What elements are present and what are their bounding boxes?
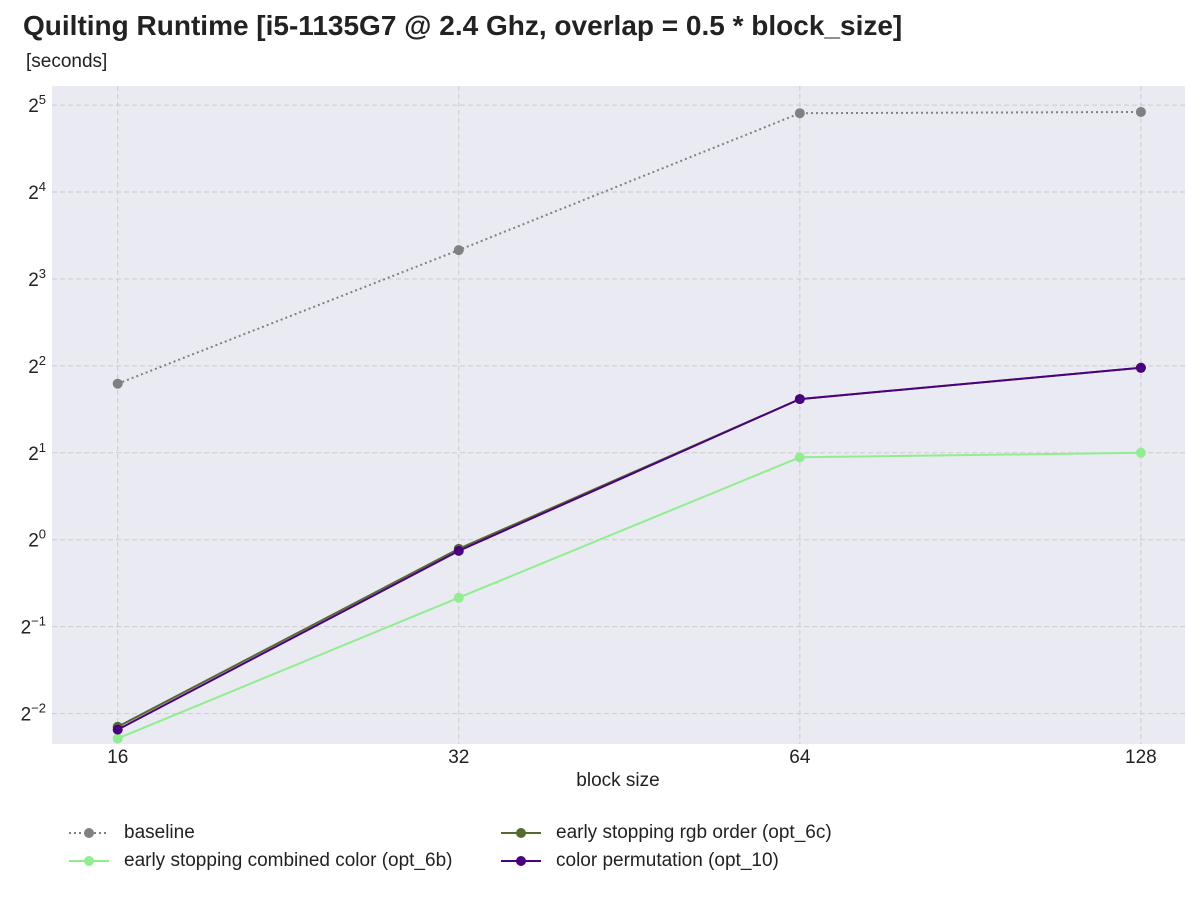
- series-line: [117, 451, 1141, 740]
- y-tick-label: 2−1: [21, 614, 46, 639]
- y-tick-labels: 25 24 23 22 21 20 2−1 2−2: [21, 92, 46, 725]
- data-point: [112, 724, 123, 735]
- data-point: [112, 733, 123, 744]
- legend-label: early stopping combined color (opt_6b): [124, 850, 453, 871]
- x-tick-label: 16: [107, 747, 128, 768]
- series-lines: [112, 106, 1146, 744]
- plot-area: [52, 86, 1185, 744]
- data-point: [794, 108, 805, 119]
- y-tick-label: 21: [28, 440, 46, 465]
- x-tick-labels: 16 32 64 128: [107, 747, 1157, 768]
- series-1: [112, 447, 1146, 744]
- chart-plot: 25 24 23 22 21 20 2−1 2−2 16 32 64 128 block size: [21, 86, 1185, 791]
- y-tick-label: 2−2: [21, 701, 46, 726]
- legend-item-opt-6b: early stopping combined color (opt_6b): [68, 850, 452, 872]
- data-point: [1135, 106, 1146, 117]
- y-tick-label: 24: [28, 179, 46, 204]
- legend-swatch-opt-6c: [501, 828, 541, 838]
- x-tick-label: 64: [789, 747, 811, 768]
- legend-label: baseline: [124, 822, 195, 843]
- series-line: [117, 110, 1141, 385]
- chart-title: Quilting Runtime [i5-1135G7 @ 2.4 Ghz, o…: [23, 10, 903, 41]
- y-tick-label: 20: [28, 527, 46, 552]
- legend-label: color permutation (opt_10): [556, 850, 779, 871]
- x-tick-label: 32: [448, 747, 469, 768]
- series-line: [117, 366, 1142, 731]
- legend-swatch-baseline: [69, 828, 109, 838]
- legend: baseline early stopping combined color (…: [68, 822, 968, 882]
- data-point: [453, 245, 464, 256]
- legend-item-baseline: baseline: [68, 822, 195, 844]
- data-point: [1135, 447, 1146, 458]
- legend-item-opt-10: color permutation (opt_10): [500, 850, 779, 872]
- x-axis-label: block size: [576, 770, 659, 791]
- data-point: [453, 545, 464, 556]
- data-point: [453, 592, 464, 603]
- y-tick-label: 23: [28, 266, 46, 291]
- data-point: [1135, 362, 1146, 373]
- y-axis-label: [seconds]: [26, 51, 108, 72]
- legend-label: early stopping rgb order (opt_6c): [556, 822, 832, 843]
- legend-swatch-opt-6b: [69, 856, 109, 866]
- grid-lines: [52, 86, 1185, 744]
- data-point: [794, 394, 805, 405]
- y-tick-label: 22: [28, 353, 46, 378]
- series-3: [112, 362, 1146, 735]
- legend-item-opt-6c: early stopping rgb order (opt_6c): [500, 822, 832, 844]
- legend-swatch-opt-10: [501, 856, 541, 866]
- x-tick-label: 128: [1125, 747, 1157, 768]
- y-tick-label: 25: [28, 92, 46, 117]
- data-point: [794, 452, 805, 463]
- data-point: [112, 378, 123, 389]
- series-0: [112, 106, 1146, 389]
